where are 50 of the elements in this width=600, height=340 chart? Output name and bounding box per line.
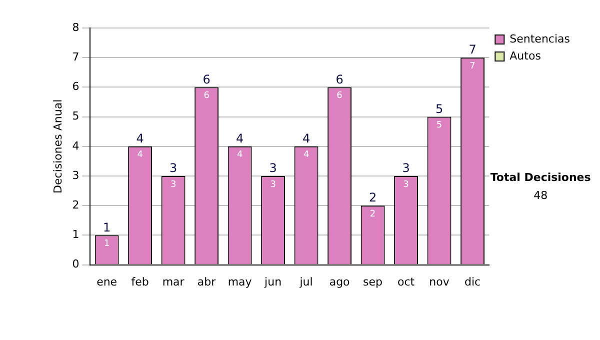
y-tick-label: 0 <box>72 258 80 271</box>
total-label: 4 <box>136 132 144 146</box>
x-tick-label: jun <box>264 275 282 288</box>
data-label: 4 <box>236 150 243 160</box>
data-label: 4 <box>303 150 310 160</box>
x-tick-label: mar <box>162 275 185 288</box>
total-label: 3 <box>269 161 277 176</box>
x-tick-label: oct <box>397 275 416 288</box>
data-label: 6 <box>204 91 210 102</box>
y-tick-label: 7 <box>72 50 80 64</box>
x-tick-label: dic <box>464 275 481 288</box>
total-label: 4 <box>236 132 244 146</box>
data-label: 7 <box>470 61 476 72</box>
x-tick-label: nov <box>429 275 450 288</box>
y-tick-label: 6 <box>72 80 80 94</box>
y-tick-label: 3 <box>72 168 80 182</box>
y-tick-label: 2 <box>72 198 80 212</box>
y-tick-label: 8 <box>72 20 80 34</box>
total-label: 6 <box>202 72 210 86</box>
data-label: 2 <box>370 209 376 220</box>
data-label: 1 <box>104 239 110 250</box>
x-tick-label: feb <box>131 275 149 288</box>
x-tick-label: jul <box>298 275 313 288</box>
x-tick-label: abr <box>197 275 216 288</box>
total-label: 6 <box>336 72 344 86</box>
y-tick-label: 5 <box>72 110 80 123</box>
data-label: 3 <box>270 180 276 190</box>
y-axis-title: Decisiones Anual <box>51 99 64 194</box>
x-tick-label: sep <box>363 275 383 288</box>
x-tick-label: ago <box>329 275 350 288</box>
data-label: 5 <box>436 120 442 131</box>
x-tick-label: may <box>228 275 252 288</box>
data-label: 6 <box>336 91 343 102</box>
legend-label: Sentencias <box>510 32 570 46</box>
total-label: 4 <box>302 132 310 146</box>
total-label: 1 <box>103 220 111 234</box>
total-label: 7 <box>468 42 476 57</box>
text: 48 <box>534 188 548 202</box>
y-tick-label: 4 <box>72 139 80 152</box>
x-tick-label: ene <box>96 275 118 288</box>
data-label: 3 <box>170 180 176 190</box>
legend-label: Autos <box>510 49 542 62</box>
data-label: 4 <box>137 150 144 160</box>
text: Total Decisiones <box>490 170 592 184</box>
total-label: 5 <box>435 102 444 116</box>
total-label: 3 <box>169 161 178 176</box>
total-label: 2 <box>368 190 377 205</box>
total-label: 3 <box>402 161 410 176</box>
y-tick-label: 1 <box>72 228 80 242</box>
data-label: 3 <box>403 180 409 190</box>
